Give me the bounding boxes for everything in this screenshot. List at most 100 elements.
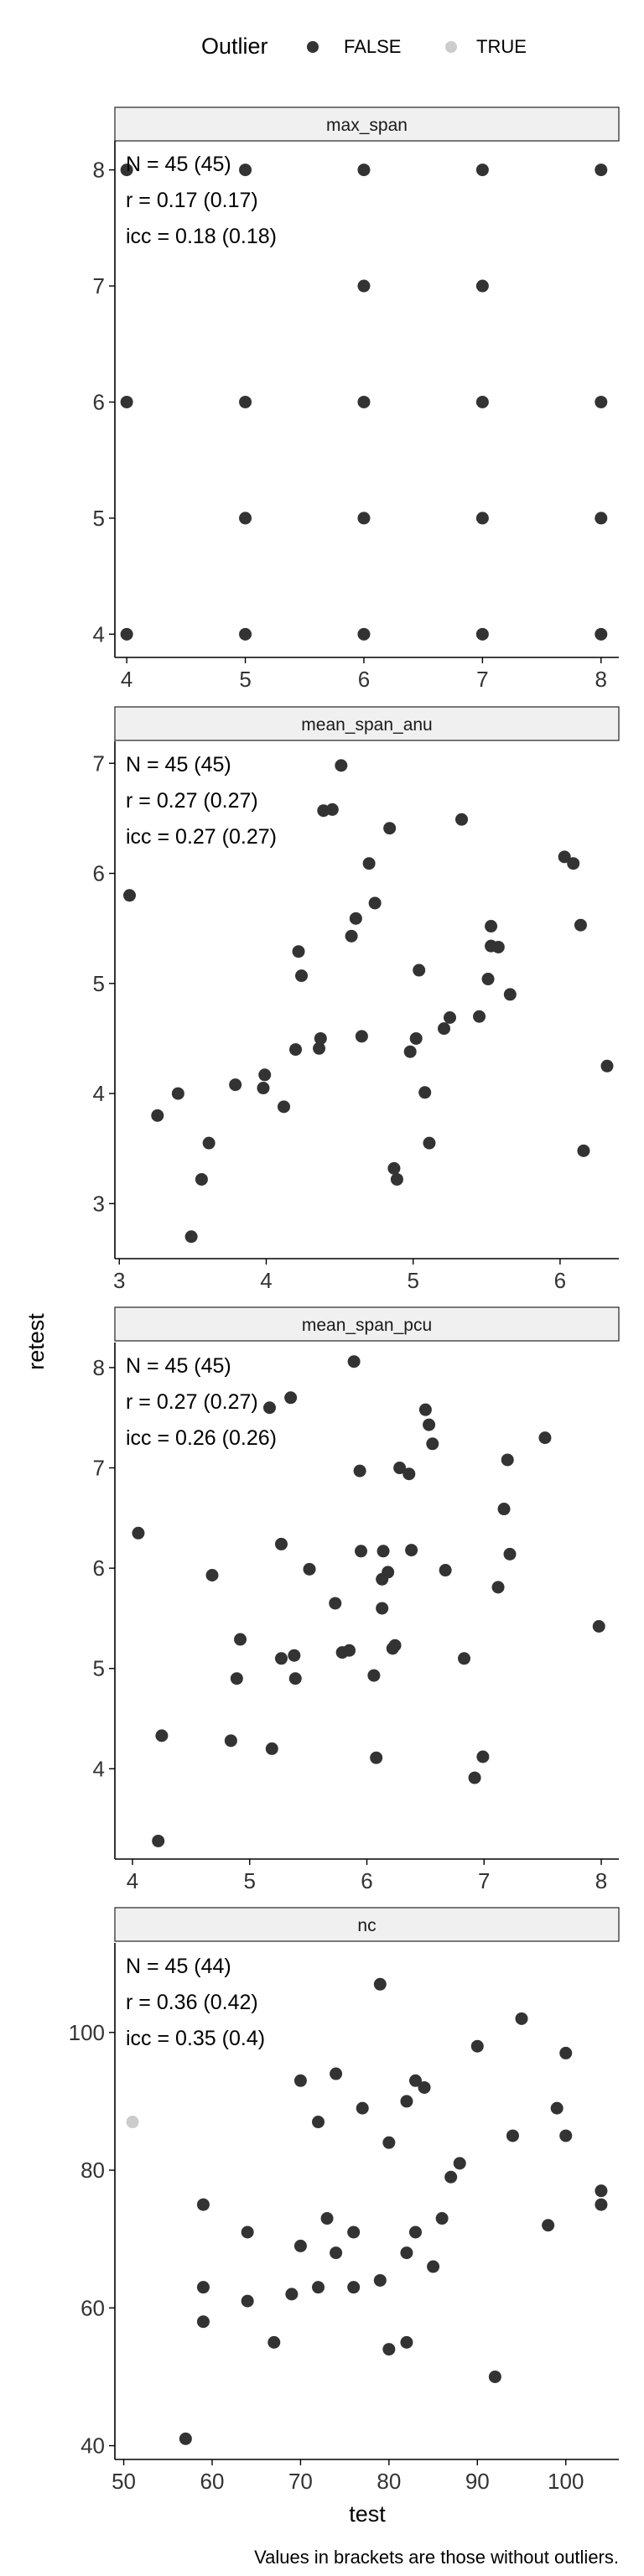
data-point: [382, 2136, 396, 2149]
data-point: [592, 1620, 605, 1633]
data-point: [501, 1453, 514, 1467]
data-point: [387, 1161, 401, 1175]
data-point: [205, 1568, 219, 1581]
data-point: [314, 1031, 327, 1045]
data-point: [383, 822, 397, 835]
data-point: [347, 2225, 361, 2239]
data-point: [600, 1059, 614, 1072]
data-point: [408, 2074, 422, 2087]
data-point: [120, 164, 133, 177]
facet-strip-label: mean_span_pcu: [302, 1316, 432, 1335]
y-tick-label: 4: [93, 1081, 105, 1106]
data-point: [558, 850, 571, 864]
x-tick-label: 6: [554, 1268, 566, 1293]
x-tick-label: 100: [548, 2469, 584, 2494]
data-point: [123, 889, 137, 902]
x-tick-label: 60: [200, 2469, 225, 2494]
data-point: [595, 395, 608, 408]
data-point: [184, 1230, 198, 1244]
stat-annotation: N = 45 (45): [126, 1354, 231, 1378]
x-tick-label: 4: [121, 667, 132, 692]
y-tick-label: 80: [80, 2158, 105, 2183]
x-tick-label: 6: [358, 667, 370, 692]
data-point: [353, 1464, 366, 1478]
data-point: [368, 896, 382, 910]
data-point: [241, 2294, 254, 2308]
x-tick-label: 50: [112, 2469, 136, 2494]
y-tick-label: 7: [93, 273, 105, 299]
data-point: [409, 1031, 423, 1045]
data-point: [595, 627, 608, 641]
data-point: [357, 164, 371, 177]
data-point: [151, 1109, 164, 1122]
data-point: [405, 1544, 418, 1557]
legend-title: Outlier: [201, 34, 268, 59]
data-point: [418, 1086, 432, 1099]
data-point: [196, 2198, 210, 2211]
data-point: [274, 1652, 288, 1665]
data-point: [503, 988, 517, 1001]
data-point: [284, 1391, 298, 1405]
data-point: [313, 1041, 326, 1055]
y-tick-label: 6: [93, 861, 105, 886]
data-point: [262, 1401, 276, 1415]
data-point: [403, 1045, 417, 1058]
data-point: [455, 813, 469, 826]
data-point: [355, 1545, 368, 1558]
data-point: [373, 2273, 387, 2287]
facet-strip: [114, 1907, 620, 1942]
data-point: [357, 279, 371, 293]
data-point: [239, 627, 252, 641]
caption: Values in brackets are those without out…: [254, 2547, 619, 2568]
data-point: [577, 1144, 590, 1157]
data-point: [312, 2281, 325, 2294]
data-point: [367, 1669, 381, 1682]
legend-key-false: [307, 41, 319, 53]
data-point: [400, 2246, 413, 2260]
y-tick-label: 4: [93, 621, 105, 647]
data-point: [325, 802, 339, 816]
data-point: [362, 857, 376, 870]
facet-strip-label: nc: [357, 1916, 376, 1935]
data-point: [506, 2129, 519, 2142]
x-tick-label: 3: [113, 1268, 125, 1293]
data-point: [393, 1462, 407, 1475]
stat-annotation: icc = 0.18 (0.18): [126, 225, 277, 248]
data-point: [330, 2246, 343, 2260]
data-point: [120, 395, 133, 408]
stat-annotation: r = 0.17 (0.17): [126, 189, 258, 212]
stat-annotation: icc = 0.26 (0.26): [126, 1426, 277, 1450]
x-tick-label: 8: [595, 1868, 607, 1893]
data-point: [418, 1403, 432, 1416]
stat-annotation: N = 45 (45): [126, 153, 231, 176]
data-point: [330, 2067, 343, 2080]
facet-strip: [114, 706, 620, 741]
data-point: [229, 1078, 242, 1092]
data-point: [443, 1011, 456, 1025]
data-point: [470, 2039, 484, 2053]
x-tick-label: 90: [465, 2469, 490, 2494]
data-point: [402, 1467, 416, 1481]
panel-nc: nc 40 60 80 100 50 60 70 80 90 100 N = 45 (44) r = 0…: [69, 1907, 620, 2494]
x-tick-label: 80: [377, 2469, 401, 2494]
data-point: [303, 1562, 316, 1576]
facet-strip: [114, 1306, 620, 1342]
data-point: [239, 395, 252, 408]
data-point: [439, 1564, 452, 1577]
legend-label-false: FALSE: [344, 36, 401, 57]
data-point: [267, 2335, 281, 2349]
data-point: [595, 164, 608, 177]
data-point: [423, 1418, 436, 1431]
y-tick-label: 7: [93, 1456, 105, 1481]
data-point: [475, 395, 489, 408]
y-tick-label: 5: [93, 506, 105, 531]
data-point: [347, 1355, 361, 1368]
data-point: [453, 2157, 466, 2170]
data-point: [355, 1030, 368, 1043]
data-point: [202, 1136, 216, 1150]
y-tick-label: 40: [80, 2433, 105, 2459]
data-point: [234, 1633, 247, 1646]
data-point: [241, 2225, 254, 2239]
data-point: [408, 2225, 422, 2239]
